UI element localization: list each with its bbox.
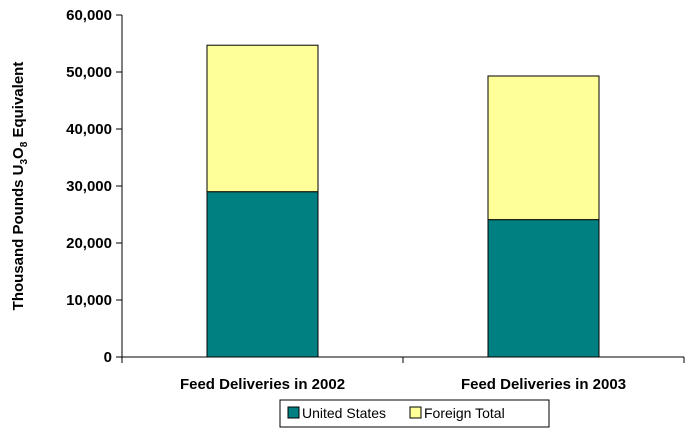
y-tick-label: 20,000 [66,235,112,252]
y-tick-label: 10,000 [66,292,112,309]
y-axis-label-prefix: Thousand Pounds U [10,165,27,311]
bar-segment-foreign-total [487,75,600,221]
y-axis-label-mid: O [10,147,27,159]
x-category-label: Feed Deliveries in 2003 [461,376,626,393]
y-tick-label: 50,000 [66,64,112,81]
y-axis-label-sub1: 3 [19,159,30,165]
legend-label-foreign-total: Foreign Total [424,405,505,421]
bar-segment-united-states [206,191,319,358]
y-axis-label-sub2: 8 [19,141,30,147]
svg-text:Thousand Pounds U3O8 Equivalen: Thousand Pounds U3O8 Equivalent [10,62,30,311]
legend-label-united-states: United States [302,405,386,421]
legend-swatch-foreign-total [409,406,422,419]
legend: United States Foreign Total [279,399,550,428]
bar-segment-united-states [487,219,600,358]
x-category-label: Feed Deliveries in 2002 [180,376,345,393]
y-axis-label: Thousand Pounds U3O8 Equivalent [10,62,30,311]
y-tick-label: 0 [104,349,112,366]
x-axis: Feed Deliveries in 2002 Feed Deliveries i… [121,356,685,393]
y-tick-label: 40,000 [66,121,112,138]
bars [206,44,600,358]
y-axis: 0 10,000 20,000 30,000 40,000 50,000 60,000 [66,7,123,366]
y-tick-label: 30,000 [66,178,112,195]
y-axis-label-suffix: Equivalent [10,62,27,142]
legend-box [279,399,550,428]
y-tick-label: 60,000 [66,7,112,24]
bar-segment-foreign-total [206,44,319,193]
legend-swatch-united-states [287,406,300,419]
